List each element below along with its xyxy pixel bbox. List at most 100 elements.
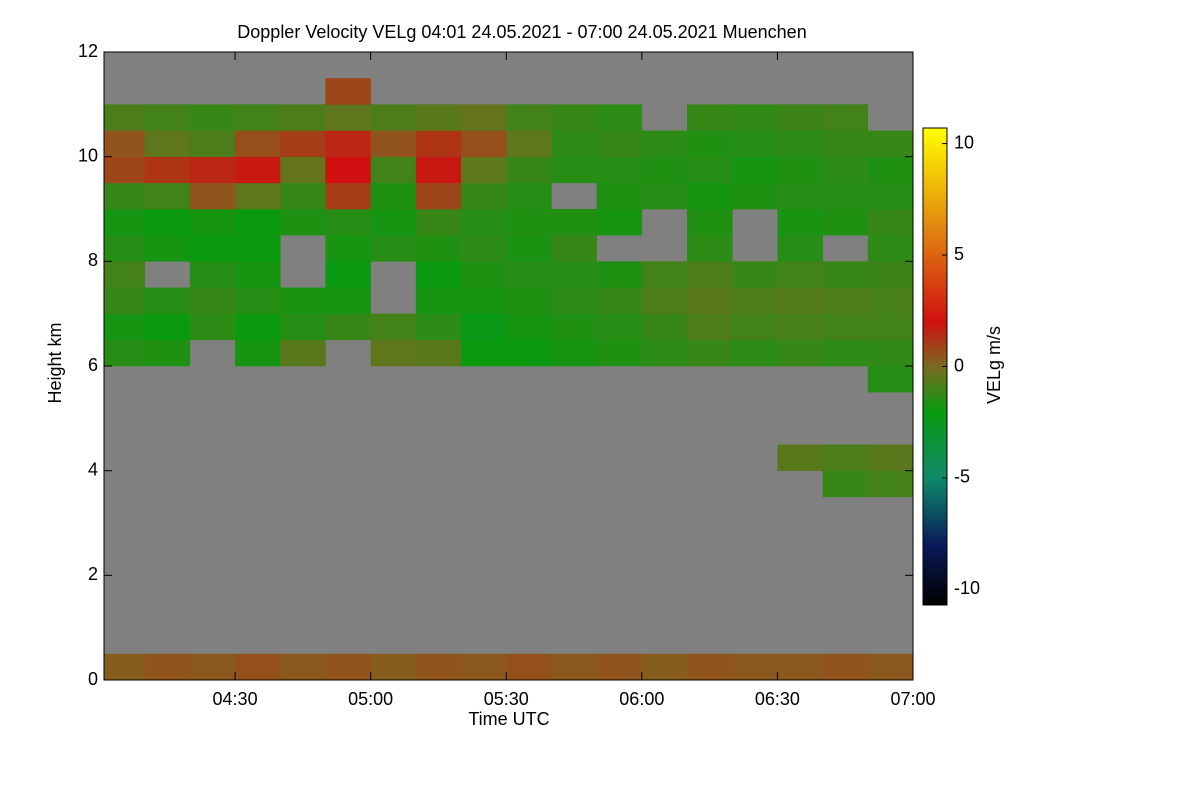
y-axis-label: Height km bbox=[45, 322, 65, 403]
y-tick-label: 12 bbox=[78, 41, 98, 61]
heatmap-cell bbox=[325, 209, 371, 236]
x-tick-label: 05:00 bbox=[348, 689, 393, 709]
heatmap-cell bbox=[280, 653, 326, 681]
heatmap-cell bbox=[596, 156, 643, 184]
heatmap-cell bbox=[189, 104, 236, 131]
heatmap-cell bbox=[551, 287, 597, 314]
heatmap-cell bbox=[641, 156, 688, 184]
heatmap-cell bbox=[461, 653, 507, 681]
heatmap-cell bbox=[596, 339, 643, 367]
heatmap-cell bbox=[415, 261, 462, 288]
heatmap-cell bbox=[777, 235, 823, 262]
heatmap-cell bbox=[189, 235, 236, 262]
colorbar-label: VELg m/s bbox=[984, 326, 1004, 404]
heatmap-cell bbox=[596, 313, 643, 341]
heatmap-cell bbox=[687, 313, 733, 341]
heatmap-cell bbox=[822, 470, 869, 498]
heatmap-cell bbox=[104, 104, 145, 131]
heatmap-cell bbox=[867, 444, 914, 471]
heatmap-cell bbox=[370, 339, 417, 367]
heatmap-cell bbox=[687, 130, 733, 157]
heatmap-cell bbox=[235, 313, 281, 341]
colorbar-tick-label: 0 bbox=[954, 355, 964, 375]
heatmap-cell bbox=[687, 209, 733, 236]
heatmap-cell bbox=[325, 156, 371, 184]
heatmap-cell bbox=[551, 235, 597, 262]
heatmap-cell bbox=[144, 182, 191, 210]
heatmap-cell bbox=[822, 182, 869, 210]
heatmap-cell bbox=[506, 653, 552, 681]
heatmap-cell bbox=[235, 104, 281, 131]
heatmap-cell bbox=[732, 261, 778, 288]
heatmap-cell bbox=[415, 104, 462, 131]
heatmap-cell bbox=[506, 235, 552, 262]
heatmap-cell bbox=[280, 182, 326, 210]
heatmap-cell bbox=[235, 182, 281, 210]
heatmap-cell bbox=[325, 235, 371, 262]
heatmap-cell bbox=[461, 130, 507, 157]
heatmap-cell bbox=[506, 130, 552, 157]
heatmap-cell bbox=[104, 130, 145, 157]
heatmap-cell bbox=[867, 156, 914, 184]
heatmap-cell bbox=[551, 156, 597, 184]
heatmap-cell bbox=[687, 182, 733, 210]
heatmap-cell bbox=[732, 182, 778, 210]
heatmap-cell bbox=[370, 209, 417, 236]
y-tick-label: 2 bbox=[88, 564, 98, 584]
heatmap-cell bbox=[596, 261, 643, 288]
heatmap-cell bbox=[104, 261, 145, 288]
heatmap-cell bbox=[325, 653, 371, 681]
heatmap-cell bbox=[822, 156, 869, 184]
heatmap-cell bbox=[822, 339, 869, 367]
heatmap-cell bbox=[461, 235, 507, 262]
colorbar-tick-label: -10 bbox=[954, 578, 980, 598]
heatmap-cell bbox=[867, 261, 914, 288]
heatmap-cell bbox=[551, 313, 597, 341]
heatmap-cell bbox=[144, 235, 191, 262]
colorbar-tick-label: 10 bbox=[954, 132, 974, 152]
heatmap-cell bbox=[189, 261, 236, 288]
heatmap-cell bbox=[280, 287, 326, 314]
heatmap-cell bbox=[867, 339, 914, 367]
heatmap-cell bbox=[822, 653, 869, 681]
heatmap-cell bbox=[777, 653, 823, 681]
heatmap-cell bbox=[370, 130, 417, 157]
heatmap-cell bbox=[822, 287, 869, 314]
heatmap-cell bbox=[189, 156, 236, 184]
heatmap-cell bbox=[596, 653, 643, 681]
heatmap-cell bbox=[144, 156, 191, 184]
heatmap-cell bbox=[370, 156, 417, 184]
y-tick-label: 6 bbox=[88, 355, 98, 375]
heatmap-cell bbox=[641, 339, 688, 367]
heatmap-cell bbox=[144, 339, 191, 367]
heatmap-cell bbox=[104, 313, 145, 341]
heatmap-cell bbox=[596, 104, 643, 131]
heatmap-cell bbox=[461, 261, 507, 288]
heatmap-cell bbox=[235, 130, 281, 157]
heatmap-cell bbox=[325, 287, 371, 314]
heatmap-cell bbox=[144, 130, 191, 157]
y-tick-label: 4 bbox=[88, 459, 98, 479]
heatmap-cell bbox=[280, 104, 326, 131]
heatmap-cell bbox=[822, 104, 869, 131]
heatmap-cell bbox=[777, 261, 823, 288]
heatmap-cell bbox=[777, 287, 823, 314]
heatmap-cell bbox=[641, 182, 688, 210]
heatmap-cell bbox=[325, 78, 371, 105]
heatmap-cell bbox=[551, 104, 597, 131]
heatmap-cell bbox=[732, 287, 778, 314]
heatmap-cell bbox=[506, 209, 552, 236]
heatmap-cell bbox=[104, 182, 145, 210]
heatmap-cell bbox=[189, 182, 236, 210]
heatmap-cell bbox=[370, 235, 417, 262]
heatmap-cell bbox=[506, 261, 552, 288]
heatmap-cell bbox=[461, 209, 507, 236]
heatmap-cell bbox=[370, 653, 417, 681]
heatmap-cell bbox=[506, 182, 552, 210]
y-tick-label: 0 bbox=[88, 669, 98, 689]
heatmap-cell bbox=[506, 287, 552, 314]
x-tick-label: 06:00 bbox=[619, 689, 664, 709]
heatmap-cell bbox=[687, 235, 733, 262]
heatmap-cell bbox=[867, 130, 914, 157]
heatmap-cell bbox=[732, 156, 778, 184]
